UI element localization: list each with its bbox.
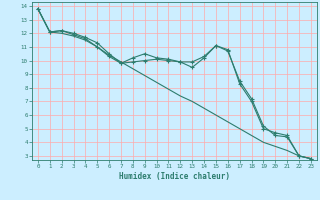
X-axis label: Humidex (Indice chaleur): Humidex (Indice chaleur) xyxy=(119,172,230,181)
